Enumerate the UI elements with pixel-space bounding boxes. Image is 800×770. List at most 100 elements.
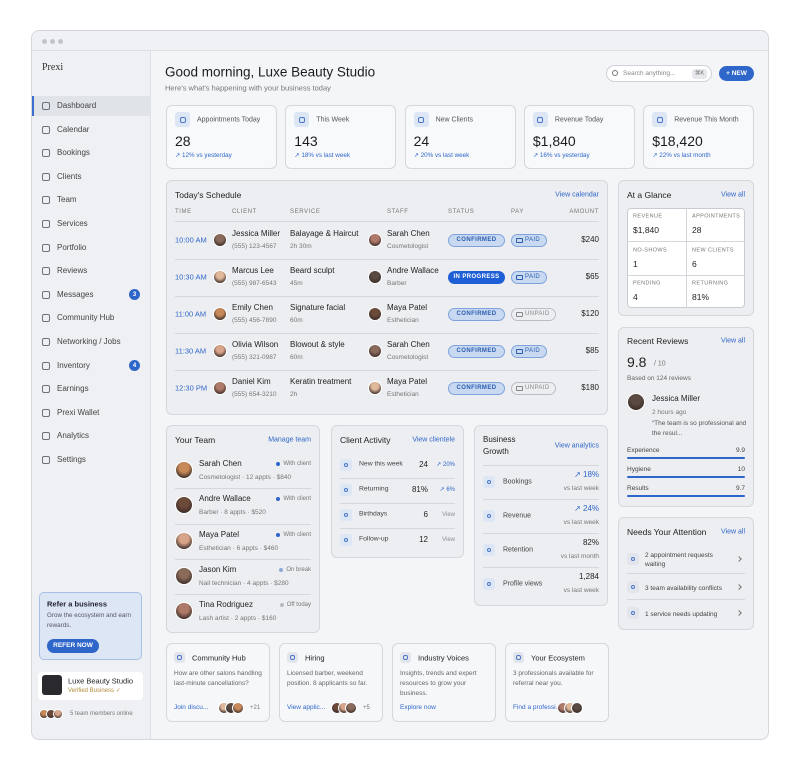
service-name: Blowout & style bbox=[290, 340, 345, 349]
growth-label: Retention bbox=[503, 546, 533, 554]
member-status: On break bbox=[286, 566, 311, 573]
stat-change: ↗ 16% vs yesterday bbox=[532, 151, 590, 159]
nav-item[interactable]: Networking / Jobs bbox=[57, 337, 121, 346]
member-name: Andre Wallace bbox=[199, 494, 251, 504]
staff-name: Andre Wallace bbox=[387, 266, 439, 275]
feature-link[interactable]: Find a professi... bbox=[513, 703, 562, 711]
profile-name: Luxe Beauty Studio bbox=[68, 676, 134, 686]
icon-glyph bbox=[290, 655, 295, 660]
icon-glyph bbox=[403, 655, 408, 660]
profile-logo bbox=[42, 675, 62, 695]
avatar bbox=[368, 270, 382, 284]
card-link[interactable]: View analytics bbox=[554, 442, 599, 450]
window-dot bbox=[50, 39, 55, 44]
nav-item[interactable]: Community Hub bbox=[57, 313, 115, 323]
nav-item[interactable]: Messages bbox=[57, 289, 94, 299]
staff-role: Cosmetologist bbox=[387, 242, 429, 250]
growth-period: vs last week bbox=[563, 518, 599, 526]
attention-item: 3 team availability conflicts bbox=[645, 584, 722, 592]
promo-button[interactable] bbox=[47, 639, 99, 653]
card-link[interactable]: View clientele bbox=[412, 436, 455, 444]
nav-item[interactable]: Calendar bbox=[57, 124, 90, 134]
nav-icon bbox=[42, 267, 50, 276]
icon-glyph bbox=[343, 487, 349, 493]
team-online: 5 team members online bbox=[70, 711, 133, 717]
card-link[interactable]: View all bbox=[721, 191, 745, 199]
feature-text: 3 professionals available for referral n… bbox=[513, 670, 594, 687]
pay-label: PAID bbox=[525, 274, 541, 280]
activity-change: View bbox=[442, 512, 455, 518]
nav-item[interactable]: Dashboard bbox=[57, 101, 97, 110]
activity-label: Follow-up bbox=[359, 535, 389, 543]
nav-badge bbox=[129, 360, 140, 372]
icon-glyph bbox=[630, 610, 636, 616]
member-name: Tina Rodriguez bbox=[199, 600, 253, 610]
card-link[interactable]: Manage team bbox=[268, 436, 311, 444]
nav-item[interactable]: Prexi Wallet bbox=[57, 407, 100, 417]
glance-label: RETURNING bbox=[692, 280, 729, 287]
nav-icon bbox=[42, 408, 50, 417]
nav-item[interactable]: Reviews bbox=[57, 266, 88, 276]
nav-item[interactable]: Inventory bbox=[57, 360, 90, 370]
growth-period: vs last week bbox=[563, 484, 599, 492]
status-label: CONFIRMED bbox=[456, 385, 497, 391]
card-title: Recent Reviews bbox=[627, 335, 689, 346]
nav-item[interactable]: Portfolio bbox=[57, 242, 87, 252]
nav-item[interactable]: Bookings bbox=[57, 148, 90, 158]
subtitle: Here's what's happening with your busine… bbox=[165, 83, 331, 93]
glance-label: APPOINTMENTS bbox=[692, 213, 741, 220]
avatar bbox=[368, 381, 382, 395]
divider bbox=[175, 259, 599, 260]
search-box[interactable] bbox=[606, 65, 712, 82]
icon bbox=[627, 607, 639, 619]
icon bbox=[652, 112, 668, 127]
feature-text: How are other salons handling last-minut… bbox=[174, 670, 262, 687]
icon-glyph bbox=[177, 655, 182, 660]
card-title: Client Activity bbox=[340, 434, 391, 445]
nav-item[interactable]: Clients bbox=[57, 171, 82, 181]
member-status: With client bbox=[283, 461, 311, 467]
avatar bbox=[53, 709, 63, 719]
icon bbox=[175, 112, 190, 127]
column-header: AMOUNT bbox=[569, 209, 599, 215]
nav-item[interactable]: Analytics bbox=[57, 431, 90, 441]
nav-item[interactable]: Team bbox=[57, 195, 77, 205]
feature-link[interactable]: Join discu... bbox=[174, 703, 209, 711]
rating-value: 9.9 bbox=[735, 446, 745, 454]
nav-icon bbox=[42, 125, 50, 134]
card-link[interactable]: View all bbox=[721, 337, 745, 345]
member-name: Sarah Chen bbox=[199, 459, 242, 468]
promo-button-label[interactable]: REFER NOW bbox=[53, 641, 93, 649]
feature-link[interactable]: Explore now bbox=[400, 703, 436, 711]
growth-card bbox=[474, 425, 608, 606]
glance-value: 81% bbox=[692, 291, 710, 302]
service-name: Signature facial bbox=[290, 303, 346, 312]
card-title: Today's Schedule bbox=[175, 189, 242, 200]
icon-glyph bbox=[418, 116, 425, 123]
icon bbox=[294, 112, 310, 127]
feature-count: +5 bbox=[363, 705, 370, 711]
column-header: SERVICE bbox=[290, 209, 321, 215]
appointment-time: 11:30 AM bbox=[175, 346, 207, 356]
pay-icon bbox=[516, 274, 523, 280]
stat-value: 143 bbox=[294, 133, 318, 149]
pay-label: PAID bbox=[525, 348, 541, 354]
divider bbox=[175, 523, 311, 525]
divider bbox=[175, 558, 311, 560]
nav-item[interactable]: Settings bbox=[57, 455, 86, 464]
new-button[interactable] bbox=[719, 66, 754, 81]
card-link[interactable]: View calendar bbox=[555, 191, 599, 199]
feature-title: Community Hub bbox=[192, 653, 246, 663]
nav-item[interactable]: Services bbox=[57, 219, 88, 228]
divider bbox=[483, 567, 599, 568]
avatar bbox=[368, 233, 382, 247]
greeting: Good morning, Luxe Beauty Studio bbox=[165, 64, 376, 80]
new-button-label[interactable]: + NEW bbox=[726, 69, 747, 77]
staff-role: Cosmetologist bbox=[387, 353, 429, 361]
feature-link[interactable]: View applic... bbox=[287, 703, 326, 711]
card-link[interactable]: View all bbox=[721, 528, 745, 536]
avatar bbox=[368, 307, 382, 321]
nav-item[interactable]: Earnings bbox=[57, 384, 89, 394]
staff-name: Maya Patel bbox=[387, 377, 428, 386]
icon bbox=[483, 544, 495, 556]
